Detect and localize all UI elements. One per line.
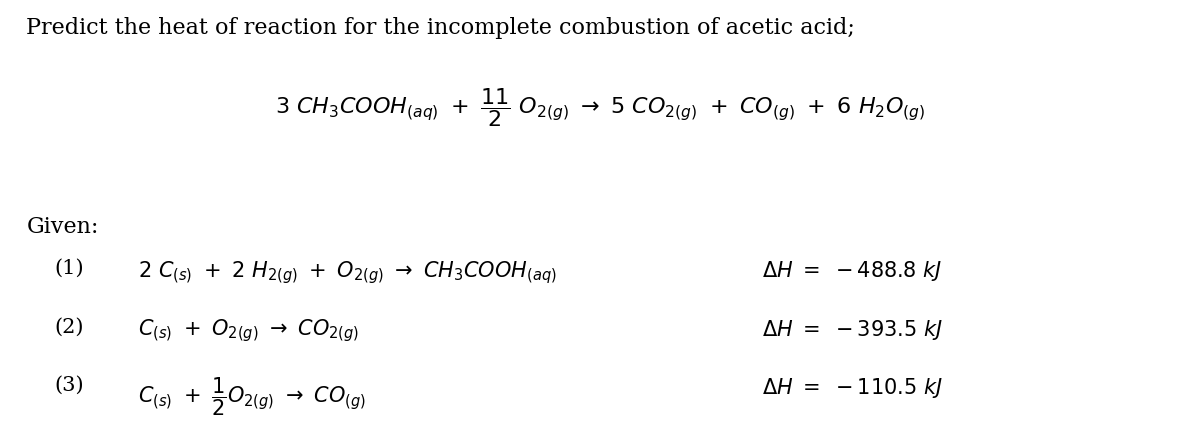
- Text: $\Delta H\ =\ -110.5\ kJ$: $\Delta H\ =\ -110.5\ kJ$: [762, 376, 943, 400]
- Text: $3\ \mathit{CH_3COOH}_{(aq)}\ +\ \dfrac{11}{2}\ \mathit{O}_{2(g)}\ \rightarrow\ : $3\ \mathit{CH_3COOH}_{(aq)}\ +\ \dfrac{…: [275, 86, 925, 129]
- Text: $\mathit{C}_{(s)}\ +\ \mathit{O}_{2(g)}\ \rightarrow\ \mathit{CO}_{2(g)}$: $\mathit{C}_{(s)}\ +\ \mathit{O}_{2(g)}\…: [138, 318, 359, 344]
- Text: Predict the heat of reaction for the incomplete combustion of acetic acid;: Predict the heat of reaction for the inc…: [26, 17, 856, 39]
- Text: (1): (1): [54, 259, 84, 278]
- Text: $\mathit{C}_{(s)}\ +\ \dfrac{1}{2}\mathit{O}_{2(g)}\ \rightarrow\ \mathit{CO}_{(: $\mathit{C}_{(s)}\ +\ \dfrac{1}{2}\mathi…: [138, 376, 366, 418]
- Text: $2\ \mathit{C}_{(s)}\ +\ 2\ \mathit{H}_{2(g)}\ +\ \mathit{O}_{2(g)}\ \rightarrow: $2\ \mathit{C}_{(s)}\ +\ 2\ \mathit{H}_{…: [138, 259, 557, 286]
- Text: (3): (3): [54, 376, 84, 395]
- Text: $\Delta H\ =\ -393.5\ kJ$: $\Delta H\ =\ -393.5\ kJ$: [762, 318, 943, 342]
- Text: $\Delta H\ =\ -488.8\ kJ$: $\Delta H\ =\ -488.8\ kJ$: [762, 259, 942, 283]
- Text: Given:: Given:: [26, 216, 98, 238]
- Text: (2): (2): [54, 318, 84, 337]
